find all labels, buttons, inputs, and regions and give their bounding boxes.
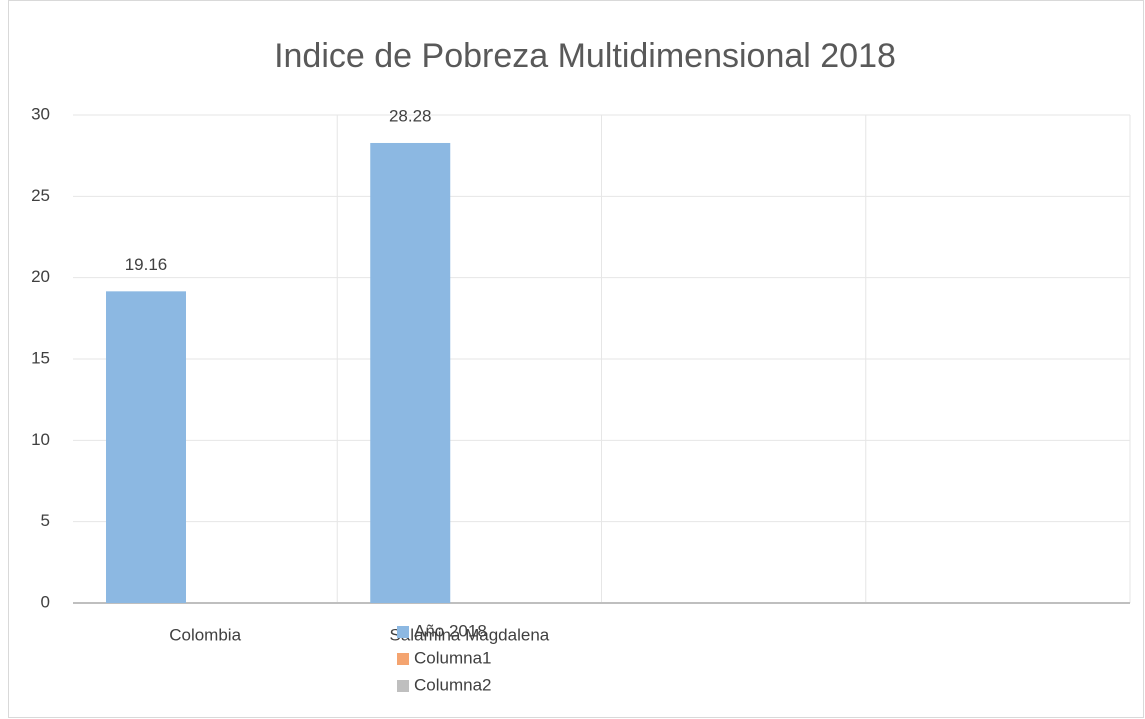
legend-label: Columna1 (414, 648, 492, 667)
data-label: 28.28 (389, 106, 432, 125)
y-tick-label: 25 (31, 186, 50, 205)
chart-title: Indice de Pobreza Multidimensional 2018 (274, 37, 896, 75)
legend-swatch (397, 626, 409, 638)
legend-swatch (397, 680, 409, 692)
legend-label: Año 2018 (414, 621, 487, 640)
bar (370, 142, 451, 603)
data-label: 19.16 (125, 255, 168, 274)
bar (106, 291, 186, 603)
legend-label: Columna2 (414, 675, 492, 694)
legend-swatch (397, 653, 409, 665)
y-tick-label: 15 (31, 348, 50, 367)
y-tick-label: 10 (31, 430, 50, 449)
y-tick-label: 20 (31, 267, 50, 286)
y-tick-label: 30 (31, 104, 50, 123)
x-tick-label: Salamina Magdalena (390, 625, 550, 644)
y-tick-label: 0 (41, 592, 50, 611)
x-tick-label: Colombia (169, 625, 241, 644)
y-tick-label: 5 (41, 511, 50, 530)
